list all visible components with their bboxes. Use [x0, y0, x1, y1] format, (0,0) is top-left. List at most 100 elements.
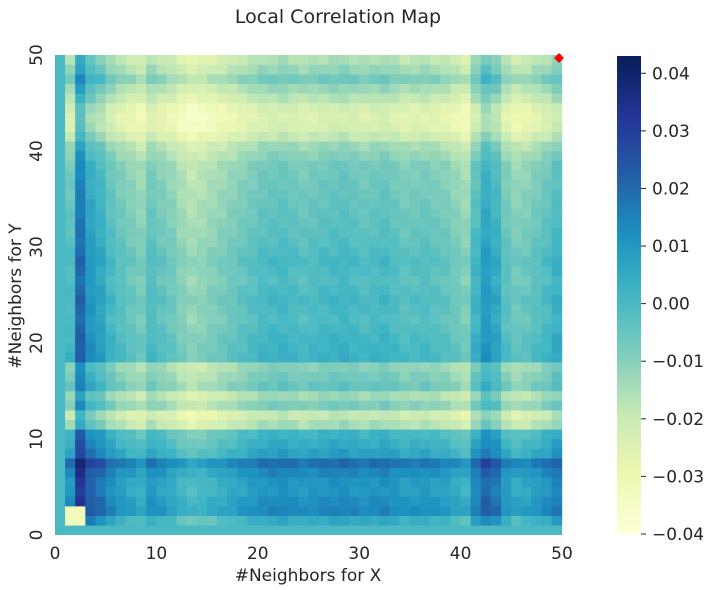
heatmap-cell: [115, 294, 127, 305]
heatmap-cell: [298, 131, 309, 142]
heatmap-cell: [267, 314, 279, 324]
heatmap-cell: [490, 352, 502, 363]
heatmap-cell: [328, 141, 340, 152]
heatmap-cell: [430, 160, 441, 171]
heatmap-cell: [75, 419, 86, 430]
heatmap-cell: [186, 506, 198, 516]
heatmap-cell: [399, 458, 411, 468]
heatmap-cell: [288, 83, 299, 94]
heatmap-cell: [207, 266, 218, 276]
heatmap-cell: [399, 227, 411, 238]
heatmap-cell: [247, 179, 258, 190]
heatmap-cell: [541, 256, 553, 267]
heatmap-cell: [480, 381, 492, 392]
heatmap-cell: [65, 246, 76, 257]
heatmap-cell: [328, 237, 340, 248]
heatmap-cell: [490, 179, 502, 190]
heatmap-cell: [551, 362, 563, 372]
heatmap-cell: [176, 74, 188, 84]
heatmap-cell: [156, 477, 167, 488]
heatmap-cell: [75, 237, 86, 248]
heatmap-cell: [531, 333, 542, 344]
heatmap-cell: [389, 160, 400, 171]
heatmap-cell: [541, 352, 553, 363]
heatmap-cell: [237, 246, 248, 257]
heatmap-cell: [267, 304, 279, 315]
heatmap-cell: [430, 390, 441, 401]
heatmap-cell: [298, 362, 309, 372]
heatmap-cell: [166, 179, 177, 190]
heatmap-cell: [359, 486, 370, 497]
heatmap-cell: [490, 410, 502, 420]
heatmap-cell: [247, 189, 258, 200]
heatmap-cell: [521, 208, 532, 219]
heatmap-cell: [359, 314, 370, 324]
heatmap-cell: [288, 74, 299, 84]
heatmap-cell: [196, 131, 208, 142]
heatmap-cell: [156, 448, 167, 459]
heatmap-cell: [267, 131, 279, 142]
heatmap-cell: [359, 122, 370, 132]
heatmap-cell: [288, 275, 299, 286]
heatmap-cell: [217, 237, 228, 248]
heatmap-cell: [95, 400, 106, 411]
heatmap-cell: [541, 506, 553, 516]
heatmap-cell: [237, 275, 248, 286]
heatmap-cell: [359, 246, 370, 257]
heatmap-cell: [105, 227, 117, 238]
heatmap-cell: [470, 179, 482, 190]
heatmap-cell: [125, 381, 137, 392]
heatmap-cell: [247, 506, 258, 516]
heatmap-cell: [480, 448, 492, 459]
heatmap-cell: [440, 333, 451, 344]
heatmap-cell: [379, 112, 390, 123]
heatmap-cell: [156, 429, 167, 440]
heatmap-cell: [521, 179, 532, 190]
heatmap-cell: [531, 371, 542, 382]
heatmap-cell: [541, 381, 553, 392]
heatmap-cell: [207, 112, 218, 123]
heatmap-cell: [207, 189, 218, 200]
heatmap-cell: [470, 256, 482, 267]
heatmap-cell: [419, 477, 431, 488]
heatmap-cell: [247, 208, 258, 219]
heatmap-cell: [440, 266, 451, 276]
heatmap-cell: [65, 237, 76, 248]
heatmap-cell: [85, 256, 96, 267]
heatmap-cell: [511, 266, 522, 276]
heatmap-cell: [450, 477, 461, 488]
heatmap-cell: [501, 160, 512, 171]
heatmap-cell: [531, 189, 542, 200]
heatmap-cell: [399, 419, 411, 430]
heatmap-cell: [409, 352, 421, 363]
heatmap-cell: [490, 285, 502, 296]
heatmap-cell: [186, 515, 198, 526]
heatmap-cell: [359, 131, 370, 142]
heatmap-cell: [65, 381, 76, 392]
heatmap-cell: [267, 419, 279, 430]
heatmap-cell: [369, 410, 380, 420]
heatmap-cell: [176, 333, 188, 344]
heatmap-cell: [430, 256, 441, 267]
heatmap-cell: [146, 112, 157, 123]
heatmap-cell: [125, 419, 137, 430]
heatmap-cell: [460, 371, 471, 382]
heatmap-cell: [65, 467, 76, 478]
heatmap-cell: [237, 448, 248, 459]
heatmap-cell: [348, 246, 360, 257]
heatmap-cell: [348, 122, 360, 132]
heatmap-cell: [267, 362, 279, 372]
heatmap-cell: [318, 506, 329, 516]
heatmap-cell: [105, 170, 117, 180]
heatmap-cell: [288, 506, 299, 516]
heatmap-cell: [277, 438, 289, 449]
heatmap-cell: [511, 112, 522, 123]
heatmap-cell: [541, 515, 553, 526]
heatmap-cell: [227, 141, 238, 152]
heatmap-cell: [440, 198, 451, 209]
heatmap-cell: [369, 285, 380, 296]
x-tick-label: 0: [50, 544, 61, 564]
heatmap-cell: [348, 198, 360, 209]
colorbar-tick-label: −0.01: [652, 352, 704, 372]
heatmap-cell: [227, 381, 238, 392]
